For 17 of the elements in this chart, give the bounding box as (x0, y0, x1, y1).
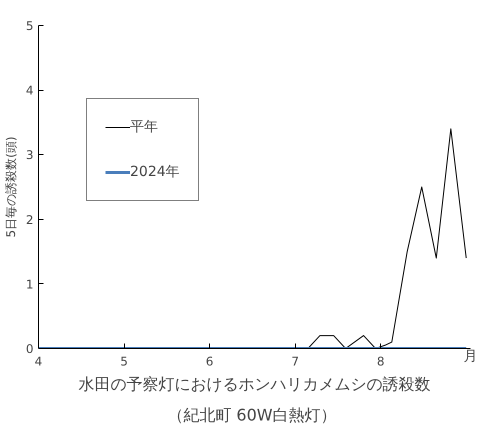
x-tick-label: 5 (120, 354, 128, 368)
y-tick-label: 3 (26, 148, 34, 162)
text: （紀北町 60W白熱灯） (167, 406, 337, 424)
x-tick-label: 6 (206, 354, 214, 368)
x-tick-label: 4 (34, 354, 42, 368)
y-axis-title: 5日毎の誘殺数(頭) (4, 136, 18, 238)
x-axis-title: 月 (464, 348, 478, 364)
x-tick-label: 7 (291, 354, 299, 368)
y-tick-label: 1 (26, 277, 34, 292)
legend-label: 2024年 (130, 163, 180, 181)
y-tick-label: 4 (26, 84, 34, 98)
y-tick-label: 0 (26, 342, 34, 356)
text: 水田の予察灯におけるホンハリカメムシの誘殺数 (78, 374, 430, 394)
x-tick-label: 8 (376, 354, 384, 368)
y-tick-label: 5 (26, 19, 34, 33)
legend-label: 平年 (130, 118, 158, 136)
y-tick-label: 2 (26, 212, 34, 227)
